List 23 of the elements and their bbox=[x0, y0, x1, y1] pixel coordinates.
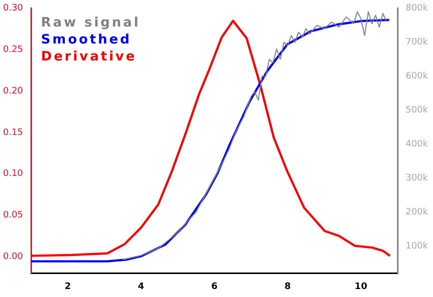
y-tick-label: 0.00 bbox=[2, 252, 24, 262]
y2-tick-label: 800k bbox=[406, 4, 429, 14]
y2-tick-label: 700k bbox=[406, 38, 429, 48]
y-tick-label: 0.10 bbox=[2, 169, 24, 180]
y2-tick-label: 200k bbox=[406, 207, 429, 218]
text: Derivative bbox=[41, 49, 137, 64]
y-tick-label: 0.25 bbox=[2, 45, 24, 56]
y2-tick-label: 100k bbox=[406, 241, 429, 252]
text: Raw signal bbox=[41, 15, 140, 30]
x-tick-label: 4 bbox=[138, 282, 144, 292]
x-tick-label: 6 bbox=[211, 282, 218, 292]
y-tick-label: 0.20 bbox=[2, 86, 24, 96]
y2-tick-label: 300k bbox=[406, 173, 429, 184]
y-tick-label: 0.30 bbox=[2, 4, 24, 14]
y2-tick-label: 600k bbox=[406, 72, 429, 82]
y-tick-label: 0.15 bbox=[2, 128, 24, 138]
text: Smoothed bbox=[41, 32, 132, 48]
x-tick-label: 8 bbox=[284, 282, 291, 292]
y-tick-label: 0.05 bbox=[2, 210, 24, 221]
y2-tick-label: 400k bbox=[406, 140, 429, 150]
y2-tick-label: 500k bbox=[406, 106, 429, 116]
x-tick-label: 2 bbox=[64, 282, 71, 292]
x-tick-label: 10 bbox=[354, 282, 368, 292]
